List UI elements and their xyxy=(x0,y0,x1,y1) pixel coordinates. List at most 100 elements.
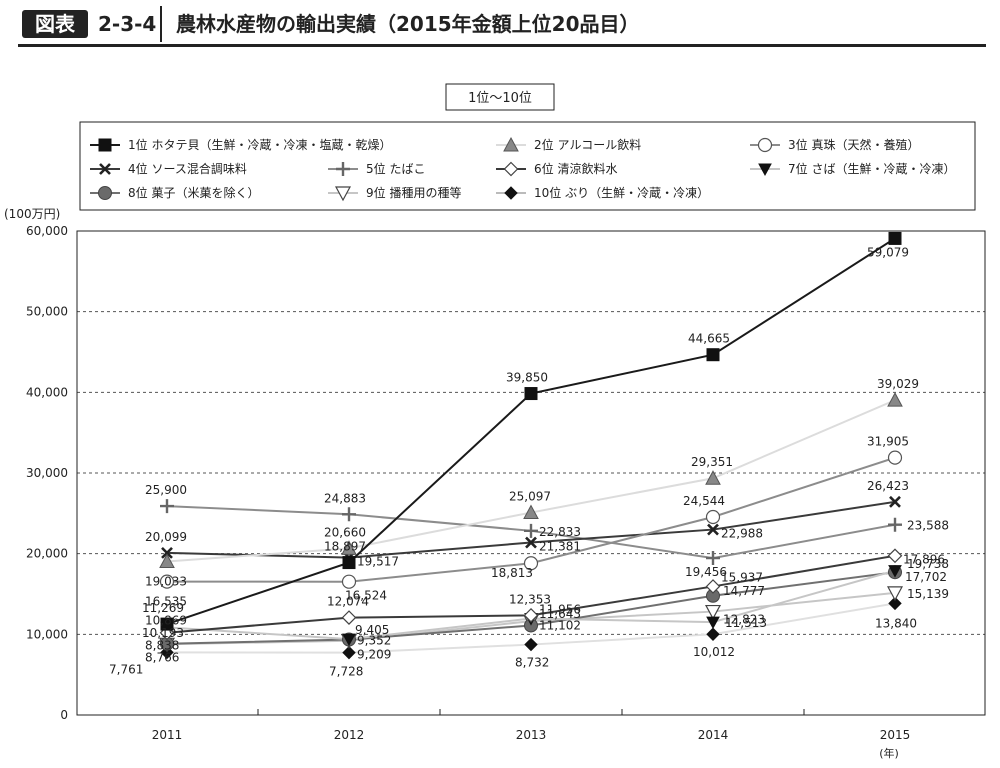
legend-item: 5位 たばこ xyxy=(328,161,425,176)
data-label: 26,423 xyxy=(867,479,909,493)
data-point xyxy=(888,565,902,578)
data-point xyxy=(523,608,539,623)
data-labels: 11,269 18,897 39,850 44,665 59,079 19,033 20,6… xyxy=(109,245,949,678)
data-point xyxy=(523,556,539,571)
legend-marker xyxy=(336,162,350,176)
data-point xyxy=(341,574,357,589)
data-point xyxy=(524,523,538,538)
data-label: 18,813 xyxy=(491,566,533,580)
legend-label: 8位 菓子（米菓を除く） xyxy=(128,185,259,200)
x-tick-label: 2013 xyxy=(516,728,547,742)
legend-label: 7位 さば（生鮮・冷蔵・冷凍） xyxy=(788,161,955,176)
plot-area xyxy=(76,230,986,716)
data-point xyxy=(704,604,722,620)
data-label: 9,405 xyxy=(355,623,389,637)
legend-marker xyxy=(99,163,111,175)
series-markers xyxy=(158,231,904,660)
data-point xyxy=(523,504,539,520)
chart-subtitle-box: 1位〜10位 xyxy=(445,83,555,111)
legend-item: 9位 播種用の種等 xyxy=(328,185,461,202)
data-point xyxy=(887,392,903,407)
data-label: 16,535 xyxy=(145,595,187,609)
data-label: 11,269 xyxy=(142,601,184,615)
data-label: 17,702 xyxy=(905,570,947,584)
data-point xyxy=(342,645,356,660)
data-label: 10,869 xyxy=(145,613,187,627)
figure-badge: 図表 xyxy=(22,10,88,38)
data-label: 16,524 xyxy=(345,589,387,603)
legend-item: 8位 菓子（米菓を除く） xyxy=(90,185,259,200)
y-axis: 0 10,000 20,000 30,000 40,000 50,000 60,000 xyxy=(26,224,68,722)
figure-number: 2-3-4 xyxy=(98,12,157,36)
data-point xyxy=(706,616,720,630)
data-label: 8,838 xyxy=(145,639,179,653)
data-label: 59,079 xyxy=(867,245,909,259)
data-label: 13,840 xyxy=(875,616,917,630)
data-label: 10,193 xyxy=(142,626,184,640)
data-label: 11,643 xyxy=(539,607,581,621)
data-label: 12,353 xyxy=(509,592,551,606)
data-point xyxy=(887,548,903,564)
figure-header: 図表 2-3-4 農林水産物の輸出実績（2015年金額上位20品目） xyxy=(0,0,1000,60)
legend-label: 3位 真珠（天然・養殖） xyxy=(788,137,919,152)
legend-marker xyxy=(503,136,519,152)
data-label: 15,937 xyxy=(721,570,763,584)
legend-label: 1位 ホタテ貝（生鮮・冷蔵・冷凍・塩蔵・乾燥） xyxy=(128,137,391,152)
data-label: 12,823 xyxy=(723,613,765,627)
data-point xyxy=(342,507,356,522)
legend-label: 5位 たばこ xyxy=(366,161,425,176)
data-label: 21,381 xyxy=(539,540,581,554)
data-label: 8,766 xyxy=(145,650,179,664)
data-point xyxy=(524,637,538,652)
data-label: 17,896 xyxy=(903,553,945,567)
legend-label: 9位 播種用の種等 xyxy=(366,185,461,200)
data-label: 19,517 xyxy=(357,555,399,569)
data-point xyxy=(705,470,721,485)
legend-label: 2位 アルコール飲料 xyxy=(534,137,641,152)
y-tick-label: 30,000 xyxy=(26,466,68,480)
data-label: 7,761 xyxy=(109,662,143,676)
legend-marker xyxy=(98,138,112,152)
series-lines xyxy=(166,237,896,654)
data-point xyxy=(706,627,720,641)
legend-label: 6位 清涼飲料水 xyxy=(534,161,617,176)
data-label: 24,883 xyxy=(324,491,366,505)
legend-item: 6位 清涼飲料水 xyxy=(496,161,617,177)
data-label: 14,777 xyxy=(723,584,765,598)
data-label: 22,988 xyxy=(721,527,763,541)
legend-item: 7位 さば（生鮮・冷蔵・冷凍） xyxy=(750,161,955,177)
data-point xyxy=(341,610,357,625)
data-point xyxy=(161,546,173,559)
x-tick-label: 2012 xyxy=(334,728,365,742)
data-label: 8,732 xyxy=(515,656,549,670)
series-line xyxy=(166,571,896,645)
data-point xyxy=(705,509,721,525)
data-point xyxy=(886,586,904,602)
x-tick-label: 2011 xyxy=(152,728,183,742)
data-point xyxy=(524,387,538,401)
data-label: 25,097 xyxy=(509,490,551,504)
data-point xyxy=(159,553,175,568)
data-label: 15,139 xyxy=(907,587,949,601)
data-label: 20,660 xyxy=(324,525,366,539)
figure-title: 農林水産物の輸出実績（2015年金額上位20品目） xyxy=(176,12,640,36)
data-point xyxy=(888,596,902,611)
data-point xyxy=(160,617,174,631)
data-label: 19,738 xyxy=(907,557,949,571)
header-rule xyxy=(18,44,986,47)
y-tick-label: 50,000 xyxy=(26,305,68,319)
legend: 1位 ホタテ貝（生鮮・冷蔵・冷凍・塩蔵・乾燥） 2位 アルコール飲料 3位 真珠（天… xyxy=(90,136,955,202)
x-tick-label: 2015 xyxy=(880,728,911,742)
data-point xyxy=(341,540,357,555)
data-label: 19,033 xyxy=(145,574,187,588)
data-label: 7,728 xyxy=(329,665,363,679)
data-point xyxy=(159,574,175,589)
y-tick-label: 10,000 xyxy=(26,627,68,641)
data-label: 39,850 xyxy=(506,371,548,385)
data-point xyxy=(706,551,720,566)
data-label: 9,209 xyxy=(357,648,391,662)
data-label: 31,905 xyxy=(867,435,909,449)
data-point xyxy=(707,523,719,536)
data-label: 22,833 xyxy=(539,525,581,539)
legend-item: 4位 ソース混合調味料 xyxy=(90,161,247,176)
